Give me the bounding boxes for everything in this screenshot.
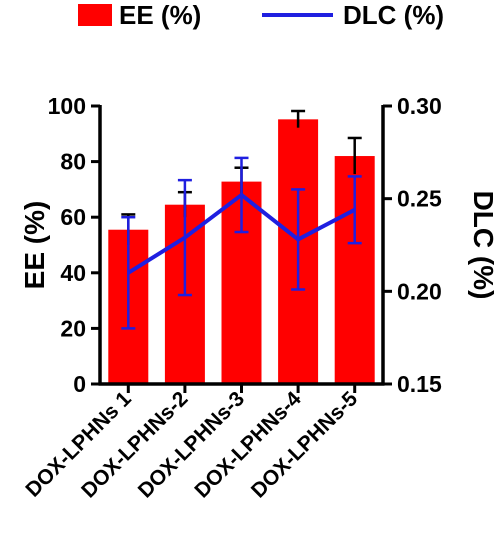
ee-error-bar-5	[347, 136, 362, 175]
left-axis-title: EE (%)	[19, 201, 50, 290]
right-tick-label: 0.25	[397, 186, 442, 212]
right-tick-label: 0.20	[397, 278, 442, 304]
dlc-error-bar-2	[177, 178, 192, 297]
left-tick-label: 80	[60, 149, 86, 175]
right-tick-label: 0.15	[397, 371, 442, 397]
left-tick-label: 0	[73, 371, 86, 397]
legend-ee-label: EE (%)	[119, 0, 201, 30]
legend-dlc-label: DLC (%)	[343, 0, 444, 30]
dlc-error-bar-5	[347, 175, 362, 245]
dlc-error-bar-4	[291, 188, 306, 291]
left-tick-label: 60	[60, 204, 86, 230]
legend-ee-swatch	[78, 4, 112, 26]
dlc-error-bar-1	[121, 215, 136, 330]
right-tick-label: 0.30	[397, 93, 442, 119]
left-tick-label: 20	[60, 315, 86, 341]
left-tick-label: 100	[48, 93, 86, 119]
dlc-error-bars	[121, 156, 362, 330]
dlc-error-bar-3	[234, 156, 249, 234]
left-tick-label: 40	[60, 260, 86, 286]
ee-error-bar-4	[291, 109, 306, 128]
right-axis-title: DLC (%)	[468, 191, 498, 300]
axes	[91, 104, 392, 393]
legend: EE (%) DLC (%)	[78, 0, 444, 30]
